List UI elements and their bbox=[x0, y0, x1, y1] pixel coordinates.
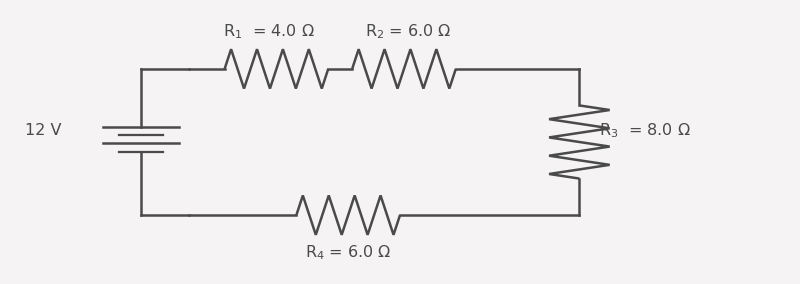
Text: 12 V: 12 V bbox=[25, 123, 61, 138]
Text: R$_3$  = 8.0 Ω: R$_3$ = 8.0 Ω bbox=[599, 121, 691, 140]
Text: R$_1$  = 4.0 Ω: R$_1$ = 4.0 Ω bbox=[222, 22, 314, 41]
Text: R$_2$ = 6.0 Ω: R$_2$ = 6.0 Ω bbox=[365, 22, 451, 41]
Text: R$_4$ = 6.0 Ω: R$_4$ = 6.0 Ω bbox=[305, 243, 391, 262]
